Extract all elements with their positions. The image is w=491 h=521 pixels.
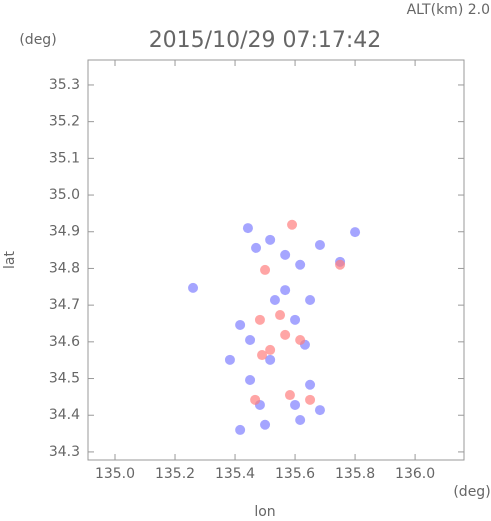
x-tick-label: 136.0 [395,466,435,482]
echo-point [188,282,199,293]
x-tick-label: 135.2 [155,466,195,482]
x-tick-label: 135.0 [95,466,135,482]
x-label: lon [254,504,275,520]
echo-point [235,424,246,435]
plot-frame [87,59,465,461]
echo-point [245,335,256,345]
y-tick-label: 34.5 [49,371,80,387]
echo-point [260,264,271,275]
echo-point [235,319,246,330]
echo-point [275,310,286,321]
echo-point [280,329,291,340]
echo-point [314,239,325,250]
y-tick-label: 35.2 [49,114,80,130]
echo-point [260,419,271,430]
echo-point [250,394,261,405]
y-tick-label: 34.8 [49,260,80,276]
y-tick-label: 34.3 [49,444,80,460]
y-label: lat [2,251,18,269]
x-tick-label: 135.8 [335,466,375,482]
y-tick-label: 35.3 [49,77,80,93]
echo-point [290,314,301,325]
echo-point [350,227,361,238]
echo-point [287,219,298,230]
echo-point [269,295,280,305]
x-tick-label: 135.6 [275,466,315,482]
echo-point [295,259,306,270]
echo-point [242,223,253,234]
echo-point [305,295,316,305]
echo-point [257,350,268,361]
y-tick-label: 34.6 [49,334,80,350]
y-tick-label: 34.9 [49,224,80,240]
y-tick-label: 35.0 [49,187,80,203]
echo-point [265,354,276,365]
chart-title: 2015/10/29 07:17:42 [149,28,382,53]
echo-point [265,344,276,355]
echo-point [284,390,295,401]
echo-point [305,394,316,405]
subtitle: ALT(km) 2.0 [407,2,490,18]
x-unit: (deg) [453,484,490,500]
echo-point [335,259,346,270]
echo-point [245,375,256,385]
x-tick-label: 135.4 [215,466,255,482]
echo-point [265,234,276,245]
echo-point [254,314,265,325]
echo-point [280,249,291,260]
y-unit: (deg) [19,32,56,48]
y-tick-label: 34.4 [49,407,80,423]
echo-point [295,335,306,345]
y-tick-label: 34.7 [49,297,80,313]
echo-point [295,415,306,425]
echo-point [305,379,316,390]
echo-point [290,399,301,410]
echo-point [314,405,325,416]
echo-point [251,242,262,253]
echo-point [224,354,235,365]
y-tick-label: 35.1 [49,150,80,166]
echo-point [280,285,291,296]
